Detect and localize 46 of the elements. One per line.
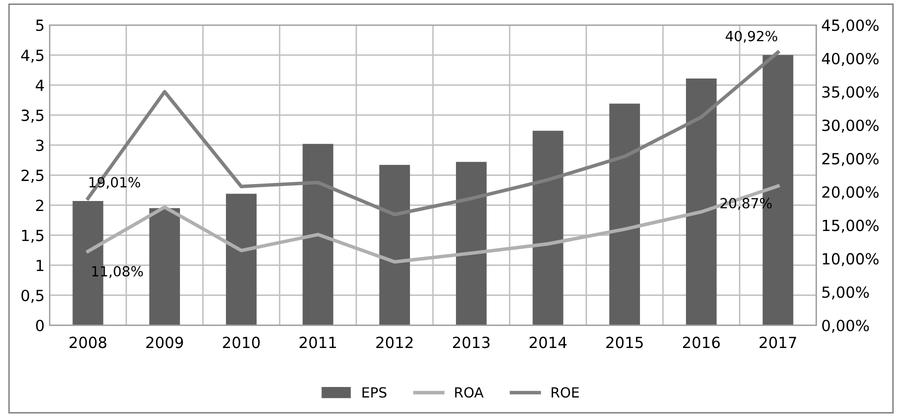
x-tick-label: 2009 <box>146 336 183 348</box>
y-tick-label: 1,5 <box>22 230 44 243</box>
data-label: 20,87% <box>720 198 772 210</box>
bar <box>302 144 334 326</box>
y2-tick-label: 40,00% <box>822 52 879 66</box>
y2-tick-label: 0,00% <box>822 320 869 333</box>
bar <box>379 164 410 326</box>
y2-tick-label: 30,00% <box>822 120 879 133</box>
y-tick-label: 5 <box>36 20 44 32</box>
y-tick-label: 2,5 <box>22 170 44 183</box>
y2-tick-label: 15,00% <box>822 220 879 233</box>
bar <box>686 78 717 326</box>
y2-tick-label: 45,00% <box>822 19 879 33</box>
x-tick-label: 2012 <box>376 336 413 348</box>
bar <box>226 194 257 326</box>
x-tick-label: 2014 <box>530 336 567 348</box>
x-tick-label: 2017 <box>760 336 796 348</box>
line-series <box>86 50 780 216</box>
y-tick-label: 0 <box>36 320 44 332</box>
x-tick-label: 2016 <box>682 336 720 348</box>
y-tick-label: 3,5 <box>22 110 44 123</box>
y-tick-label: 2 <box>36 200 44 211</box>
bar <box>456 162 487 326</box>
y-tick-label: 1 <box>36 260 44 272</box>
bar <box>532 130 564 326</box>
y-tick-label: 0,5 <box>21 290 44 303</box>
x-tick-label: 2013 <box>452 336 490 348</box>
legend-label: ROE <box>552 387 579 398</box>
y-tick-label: 4 <box>36 80 44 91</box>
data-label: 19,01% <box>89 177 140 189</box>
y2-tick-label: 10,00% <box>822 253 879 266</box>
legend-label: ROA <box>455 387 484 398</box>
data-label: 40,92% <box>726 30 778 43</box>
y2-tick-label: 35,00% <box>822 86 879 100</box>
bar <box>609 104 640 326</box>
x-tick-label: 2015 <box>606 336 643 348</box>
x-tick-label: 2008 <box>70 336 106 348</box>
y-tick-label: 4,5 <box>21 50 44 63</box>
y2-tick-label: 20,00% <box>822 186 879 200</box>
y-tick-label: 3 <box>36 140 44 152</box>
x-tick-label: 2010 <box>222 336 260 348</box>
x-tick-label: 2011 <box>300 336 336 348</box>
y2-tick-label: 5,00% <box>822 286 869 300</box>
legend-label: EPS <box>362 387 386 398</box>
y2-tick-label: 25,00% <box>822 152 879 166</box>
bar <box>149 208 180 326</box>
